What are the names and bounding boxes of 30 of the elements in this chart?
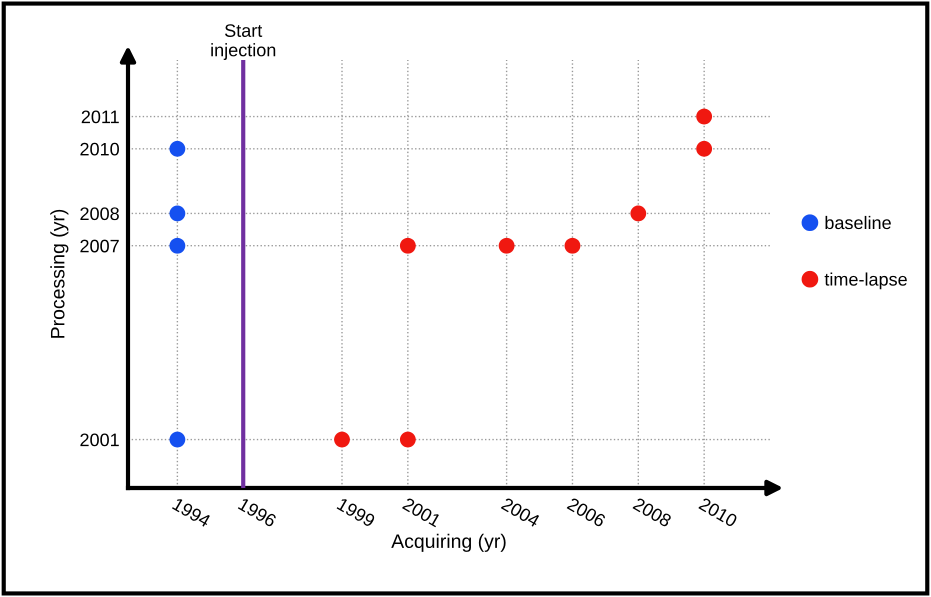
x-tick-label: 2004 [500,497,541,528]
y-tick-label: 2008 [80,207,119,220]
point [400,432,416,448]
y-axis-title: Processing (yr) [50,210,68,338]
x-tick-label: 1994 [172,497,212,528]
point [169,140,186,157]
y-tick-label: 2007 [80,240,119,252]
point [334,432,350,448]
point [630,206,646,222]
y-tick-label: 2010 [80,142,119,156]
point [400,238,416,254]
x-tick-label: 2010 [698,497,738,528]
point [498,238,515,254]
x-axis-title: Acquiring (yr) [391,534,506,552]
point [169,206,186,222]
x-tick-label: 2008 [632,497,672,528]
legend-label: time-lapse [824,272,907,290]
point [564,238,580,254]
y-tick-label: 2011 [82,110,119,124]
x-tick-label: 2006 [566,497,606,528]
x-tick-label: 1996 [238,497,278,528]
point [696,140,712,157]
point [169,238,186,254]
point [696,108,712,124]
legend-label: baseline [826,216,891,230]
x-tick-label: 1999 [336,497,376,528]
ref-line-label: Start injection [211,24,276,60]
y-tick-label: 2001 [80,433,119,446]
x-tick-label: 2001 [402,497,442,528]
point [169,432,186,448]
